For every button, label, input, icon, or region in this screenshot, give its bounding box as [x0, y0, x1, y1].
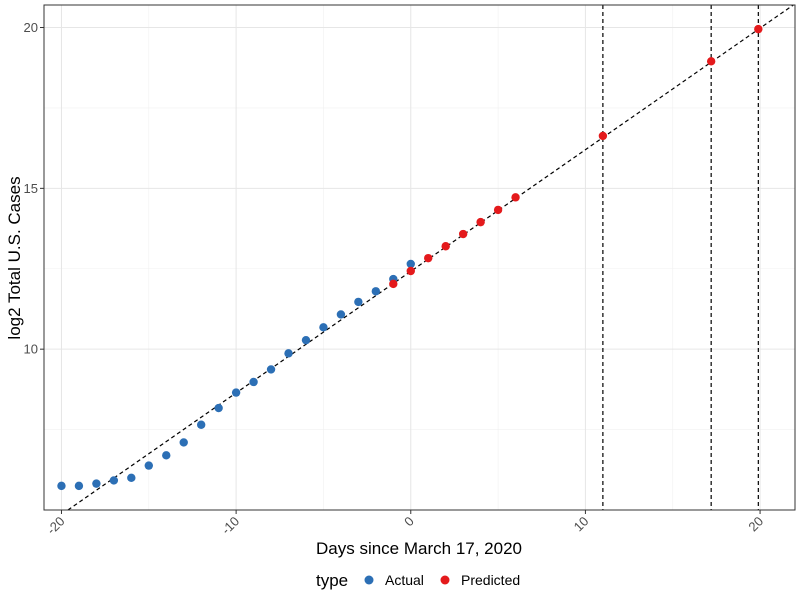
legend-label-predicted: Predicted: [461, 572, 520, 588]
data-point-predicted: [598, 131, 608, 141]
data-point-actual: [162, 451, 171, 460]
data-point-predicted: [493, 205, 503, 215]
data-point-actual: [214, 403, 223, 413]
y-tick-label: 10: [24, 342, 38, 357]
data-point-actual: [127, 473, 136, 483]
data-point-predicted: [458, 229, 468, 239]
data-point-actual: [249, 377, 258, 387]
data-point-actual: [284, 349, 293, 358]
points-layer: [57, 24, 763, 491]
x-tick-label: -10: [218, 514, 242, 538]
legend-label-actual: Actual: [385, 572, 424, 588]
data-point-actual: [74, 481, 84, 491]
data-point-predicted: [706, 57, 716, 66]
x-tick-label: 10: [571, 514, 592, 535]
data-point-actual: [406, 259, 415, 269]
data-point-predicted: [389, 279, 398, 289]
y-axis-title: log2 Total U.S. Cases: [5, 176, 24, 339]
data-point-predicted: [476, 217, 485, 227]
y-tick-label: 15: [24, 181, 38, 196]
data-point-actual: [266, 365, 276, 374]
x-tick-label: 20: [745, 514, 766, 535]
data-point-predicted: [754, 24, 763, 34]
minor-gridlines: [44, 5, 795, 510]
y-tick-label: 20: [24, 20, 38, 35]
data-point-predicted: [511, 193, 520, 202]
legend-key-predicted: [440, 575, 450, 585]
data-point-actual: [231, 388, 241, 397]
data-point-actual: [196, 420, 206, 429]
data-point-actual: [57, 481, 66, 491]
data-point-actual: [371, 287, 381, 296]
x-tick-label: -20: [44, 514, 68, 538]
legend: type Actual Predicted: [316, 571, 520, 590]
data-point-predicted: [441, 242, 450, 251]
data-point-actual: [301, 335, 311, 345]
data-point-predicted: [424, 253, 433, 263]
data-point-predicted: [406, 266, 415, 276]
legend-key-actual: [364, 575, 374, 585]
vertical-lines-layer: [602, 5, 759, 510]
x-axis-title: Days since March 17, 2020: [316, 539, 522, 558]
data-point-actual: [109, 476, 119, 485]
data-point-actual: [336, 310, 346, 319]
panel-border: [43, 4, 796, 511]
axis-ticks: [40, 27, 761, 514]
data-point-actual: [319, 323, 328, 332]
legend-title: type: [316, 571, 348, 590]
data-point-actual: [179, 438, 188, 447]
data-point-actual: [354, 297, 363, 307]
data-point-actual: [144, 461, 153, 470]
major-gridlines: [44, 5, 795, 510]
data-point-actual: [92, 479, 101, 488]
x-tick-label: 0: [401, 514, 417, 530]
